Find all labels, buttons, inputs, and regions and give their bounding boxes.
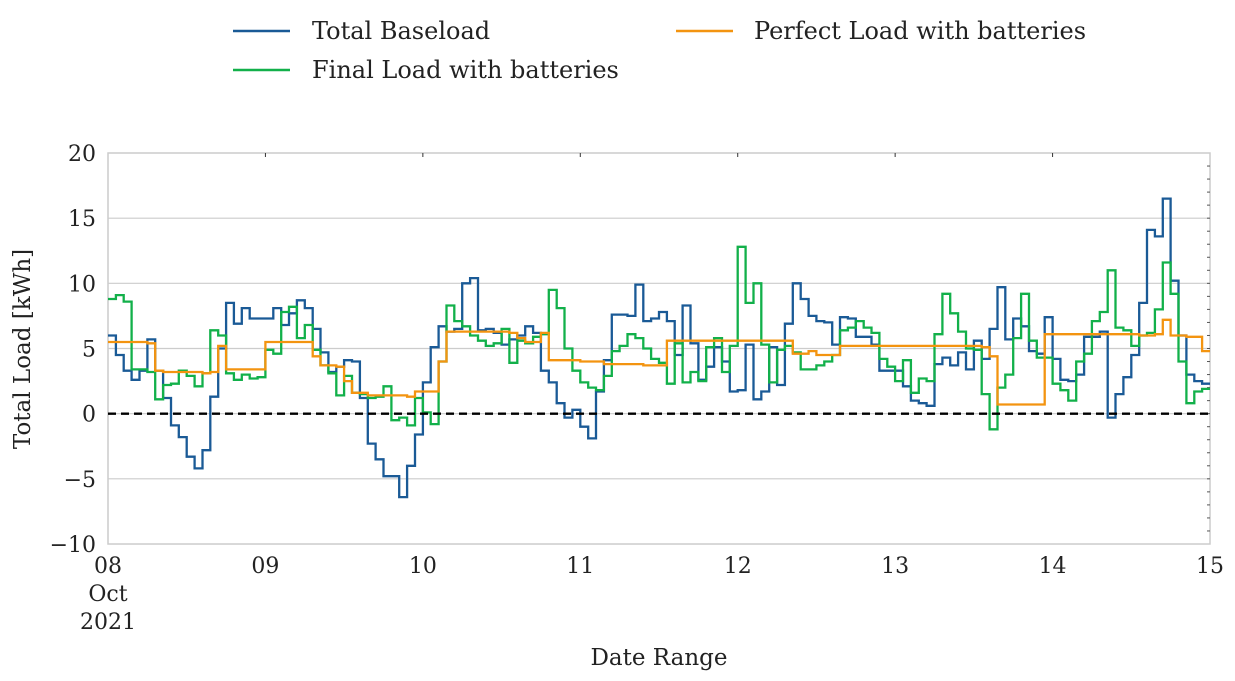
x-axis-ticks: Oct 2021 08 09 10 11 12 13 14 15 — [80, 554, 1224, 635]
y-tick-label: 0 — [82, 403, 96, 428]
y-tick-label: −5 — [64, 468, 96, 493]
x-tick-label: 15 — [1196, 554, 1224, 579]
legend-item-perfect-load: Perfect Load with batteries — [676, 17, 1086, 45]
x-tick-label: 12 — [724, 554, 752, 579]
x-tick-sublabel-month: Oct — [88, 582, 127, 607]
legend: Total Baseload Final Load with batteries… — [233, 17, 1086, 84]
y-axis-label: Total Load [kWh] — [10, 249, 36, 449]
series-line-final-load-with-batteries — [108, 245, 1210, 431]
x-tick-sublabel-year: 2021 — [80, 610, 136, 635]
legend-label-total-baseload: Total Baseload — [312, 17, 490, 45]
y-tick-label: 20 — [68, 142, 96, 167]
x-tick-label: 11 — [566, 554, 594, 579]
series-line-total-baseload — [108, 197, 1210, 499]
y-tick-label: −10 — [50, 533, 96, 558]
series-line-perfect-load-with-batteries — [108, 318, 1210, 406]
x-tick-label: 08 — [94, 554, 122, 579]
legend-item-final-load: Final Load with batteries — [233, 56, 619, 84]
x-tick-label: 13 — [881, 554, 909, 579]
y-tick-label: 10 — [68, 272, 96, 297]
x-tick-label: 09 — [251, 554, 279, 579]
y-axis-ticks: −10 −5 0 5 10 15 20 — [50, 142, 96, 558]
x-tick-label: 10 — [409, 554, 437, 579]
legend-label-final-load: Final Load with batteries — [312, 56, 619, 84]
x-tick-label: 14 — [1039, 554, 1067, 579]
y-tick-label: 15 — [68, 207, 96, 232]
y-tick-label: 5 — [82, 338, 96, 363]
x-axis-label: Date Range — [590, 645, 727, 671]
plot-area — [108, 197, 1210, 499]
legend-label-perfect-load: Perfect Load with batteries — [754, 17, 1086, 45]
legend-item-total-baseload: Total Baseload — [233, 17, 490, 45]
